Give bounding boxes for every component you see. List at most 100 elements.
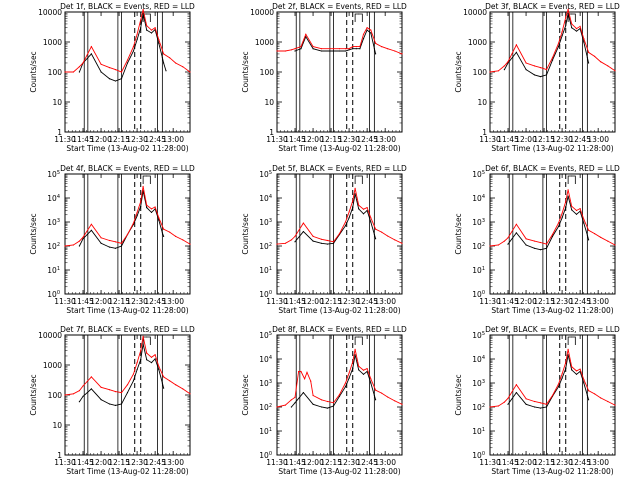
events-data-point: [90, 388, 92, 390]
x-tick-label: 13:00: [587, 458, 609, 467]
events-data-point: [366, 209, 368, 212]
plot-frame: [489, 173, 616, 295]
lld-data-point: [533, 400, 536, 403]
lld-data-point: [163, 228, 165, 230]
lld-data-point: [82, 62, 84, 64]
y-axis-label: Counts/sec: [454, 213, 463, 254]
interval-bracket: [354, 13, 360, 22]
lld-data-point: [600, 236, 602, 238]
events-data-point: [545, 247, 548, 249]
events-data-point: [575, 30, 578, 32]
events-data-point: [366, 29, 368, 31]
x-tick-label: 12:00: [515, 458, 537, 467]
events-data-point: [161, 57, 163, 59]
lld-data-point: [545, 403, 548, 405]
x-tick-label: 12:30: [551, 297, 573, 306]
events-data-point: [320, 406, 323, 408]
lld-data-point: [146, 352, 148, 354]
events-data-point: [305, 36, 307, 38]
x-tick-label: 12:00: [90, 297, 112, 306]
events-data-point: [571, 209, 573, 211]
events-data-point: [294, 50, 296, 52]
events-data-point: [312, 240, 314, 242]
events-data-point: [515, 232, 518, 234]
y-tick-label: 103: [259, 379, 272, 388]
lld-series-line: [489, 349, 616, 408]
lld-data-point: [588, 229, 590, 231]
lld-data-point: [515, 384, 518, 386]
x-tick-label: 11:30: [479, 135, 501, 144]
lld-data-point: [136, 362, 138, 364]
events-data-point: [120, 78, 123, 80]
x-tick-label: 12:15: [108, 458, 130, 467]
lld-data-point: [355, 46, 357, 48]
events-data-point: [348, 377, 350, 379]
lld-data-point: [401, 53, 403, 55]
lld-data-point: [594, 55, 596, 58]
events-data-point: [338, 395, 341, 397]
events-data-point: [354, 193, 356, 195]
lld-data-point: [312, 394, 314, 397]
x-tick-label: 11:45: [284, 458, 306, 467]
lld-data-point: [358, 365, 360, 367]
lld-data-point: [575, 28, 578, 30]
lld-data-point: [332, 402, 335, 404]
lld-data-point: [158, 39, 160, 41]
lld-data-point: [354, 348, 356, 350]
events-data-point: [375, 238, 377, 240]
events-data-point: [344, 50, 347, 52]
events-data-point: [344, 225, 347, 227]
events-data-point: [525, 403, 527, 405]
events-data-point: [533, 247, 536, 249]
y-tick-label: 104: [472, 194, 485, 203]
lld-data-point: [375, 389, 377, 391]
x-tick-label: 12:15: [533, 135, 555, 144]
lld-data-point: [362, 369, 365, 371]
lld-data-point: [294, 235, 296, 237]
lld-data-point: [489, 245, 491, 247]
events-data-point: [539, 249, 542, 251]
lld-data-point: [533, 65, 536, 67]
events-data-point: [507, 243, 509, 245]
events-data-point: [567, 354, 569, 356]
y-tick-label: 101: [472, 427, 485, 436]
events-data-point: [120, 245, 123, 247]
interval-bracket: [567, 336, 573, 345]
events-data-point: [348, 49, 350, 51]
lld-data-point: [136, 33, 138, 35]
lld-data-point: [557, 42, 560, 45]
x-tick-label: 12:00: [90, 458, 112, 467]
events-data-point: [533, 406, 536, 408]
x-tick-label: 13:00: [162, 135, 184, 144]
lld-data-point: [120, 71, 123, 73]
x-tick-label: 11:30: [266, 135, 288, 144]
y-tick-label: 100: [48, 68, 63, 77]
lld-data-point: [594, 393, 596, 395]
lld-data-point: [401, 403, 403, 405]
events-data-point: [136, 215, 138, 217]
y-tick-label: 102: [47, 242, 60, 251]
lld-data-point: [545, 243, 548, 245]
events-data-point: [370, 221, 372, 223]
y-tick-label: 105: [47, 170, 60, 179]
events-data-point: [302, 231, 304, 233]
lld-data-point: [507, 397, 509, 399]
events-data-point: [158, 369, 160, 371]
x-tick-label: 13:00: [587, 135, 609, 144]
x-tick-label: 12:45: [569, 135, 591, 144]
lld-data-point: [394, 239, 396, 241]
x-tick-label: 12:15: [320, 297, 342, 306]
lld-data-point: [565, 17, 567, 19]
lld-data-point: [401, 242, 403, 244]
lld-data-point: [100, 386, 102, 388]
x-axis-label: Start Time (13-Aug-02 11:28:00): [278, 467, 400, 476]
x-axis-label: Start Time (13-Aug-02 11:28:00): [491, 144, 613, 153]
events-data-point: [158, 42, 160, 45]
lld-data-point: [561, 212, 563, 214]
events-data-point: [515, 51, 518, 54]
events-data-point: [320, 242, 323, 244]
